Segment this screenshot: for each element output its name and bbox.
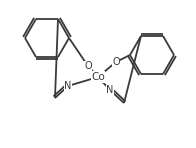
Text: O: O <box>84 61 92 71</box>
Text: Co: Co <box>91 72 105 82</box>
Text: N: N <box>64 81 72 91</box>
Text: N: N <box>106 85 114 95</box>
Text: O: O <box>112 57 120 67</box>
